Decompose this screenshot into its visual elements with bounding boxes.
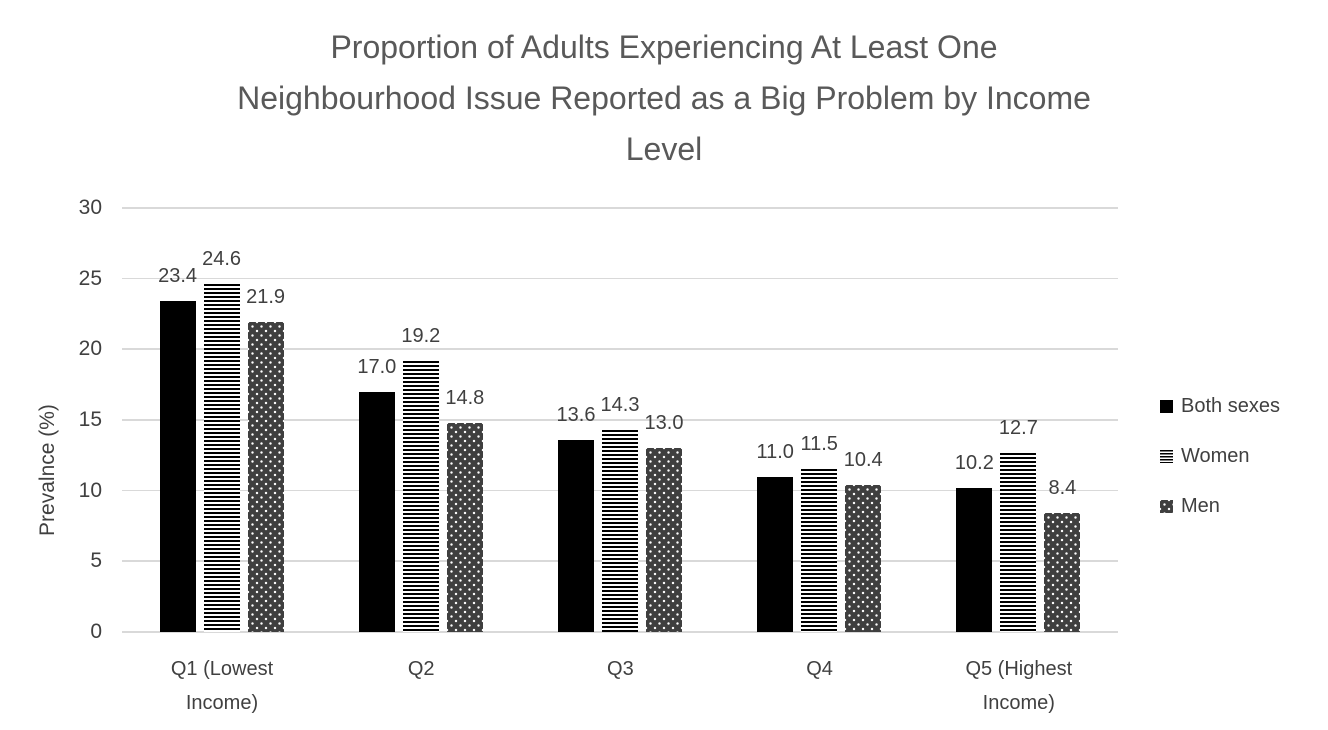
y-tick-label: 5: [90, 549, 102, 573]
y-tick-label: 30: [78, 196, 102, 219]
legend-label: Both sexes: [1181, 394, 1280, 417]
bar-hstripes: [602, 429, 638, 632]
bar-solid: [558, 439, 594, 632]
bar-data-label: 21.9: [246, 286, 286, 309]
bar-data-label: 10.4: [843, 449, 883, 471]
bar-data-label: 8.4: [1048, 477, 1077, 500]
bar-data-label: 23.4: [158, 265, 198, 288]
grid-line: [122, 348, 1118, 350]
bar-data-label: 24.6: [202, 248, 242, 271]
grid-line: [122, 419, 1118, 421]
chart-title-line: Proportion of Adults Experiencing At Lea…: [330, 29, 998, 65]
legend: Both sexes Women Men: [1160, 381, 1280, 531]
bar-data-label: 11.0: [756, 440, 794, 463]
chart-title: Proportion of Adults Experiencing At Lea…: [134, 22, 1194, 175]
x-category-label-line: Income): [185, 692, 259, 714]
x-category-label: Q5 (Highest Income): [919, 652, 1119, 720]
y-tick-label: 15: [78, 408, 102, 431]
y-tick-label: 10: [78, 478, 102, 502]
x-category-label-line: Q5 (Highest: [965, 658, 1073, 680]
bar-solid: [956, 487, 993, 632]
chart-title-line: Neighbourhood Issue Reported as a Big Pr…: [237, 80, 1091, 116]
legend-item: Men: [1160, 481, 1280, 531]
bar-data-label: 12.7: [998, 416, 1038, 439]
bar-data-label: 11.5: [800, 433, 838, 456]
bar-dots: [1044, 513, 1081, 632]
x-category-label: Q2: [321, 652, 521, 686]
bar-dots: [646, 448, 682, 632]
grid-line: [122, 277, 1118, 280]
legend-label: Men: [1181, 494, 1220, 517]
chart-title-line: Level: [625, 131, 703, 167]
legend-item: Both sexes: [1160, 381, 1280, 431]
bar-data-label: 13.0: [644, 412, 684, 435]
y-tick-label: 20: [78, 337, 102, 361]
bar-hstripes: [801, 469, 838, 632]
y-tick-label: 0: [90, 620, 102, 643]
bar-data-label: 14.3: [600, 393, 640, 416]
bar-data-label: 19.2: [401, 324, 441, 347]
bar-dots: [247, 322, 284, 632]
bar-hstripes: [203, 284, 240, 632]
x-category-label: Q4: [720, 652, 920, 686]
bar-solid: [159, 301, 196, 632]
x-category-label-line: Q4: [806, 658, 833, 680]
legend-item: Women: [1160, 431, 1280, 481]
bar-data-label: 14.8: [445, 386, 485, 409]
bar-solid: [358, 391, 395, 632]
bar-data-label: 10.2: [954, 451, 994, 474]
x-category-label-line: Q3: [607, 658, 634, 680]
x-category-label-line: Q2: [407, 658, 435, 680]
x-category-label: Q1 (Lowest Income): [122, 652, 322, 720]
bar-hstripes: [1000, 452, 1037, 632]
x-category-label: Q3: [520, 652, 720, 686]
y-tick-label: 25: [78, 266, 102, 290]
legend-marker-solid: [1160, 399, 1173, 413]
bar-data-label: 13.6: [556, 403, 596, 426]
bar-hstripes: [402, 360, 439, 632]
bar-solid: [757, 476, 794, 632]
legend-marker-dots: [1160, 499, 1173, 513]
x-category-label-line: Income): [982, 692, 1055, 714]
x-axis-line: [122, 631, 1118, 633]
legend-label: Women: [1181, 444, 1250, 467]
bar-dots: [845, 485, 882, 632]
legend-marker-hstripes: [1160, 449, 1173, 463]
bar-data-label: 17.0: [357, 355, 397, 378]
x-category-label-line: Q1 (Lowest: [170, 658, 274, 680]
bar-dots: [446, 422, 483, 632]
grid-line: [122, 207, 1118, 209]
